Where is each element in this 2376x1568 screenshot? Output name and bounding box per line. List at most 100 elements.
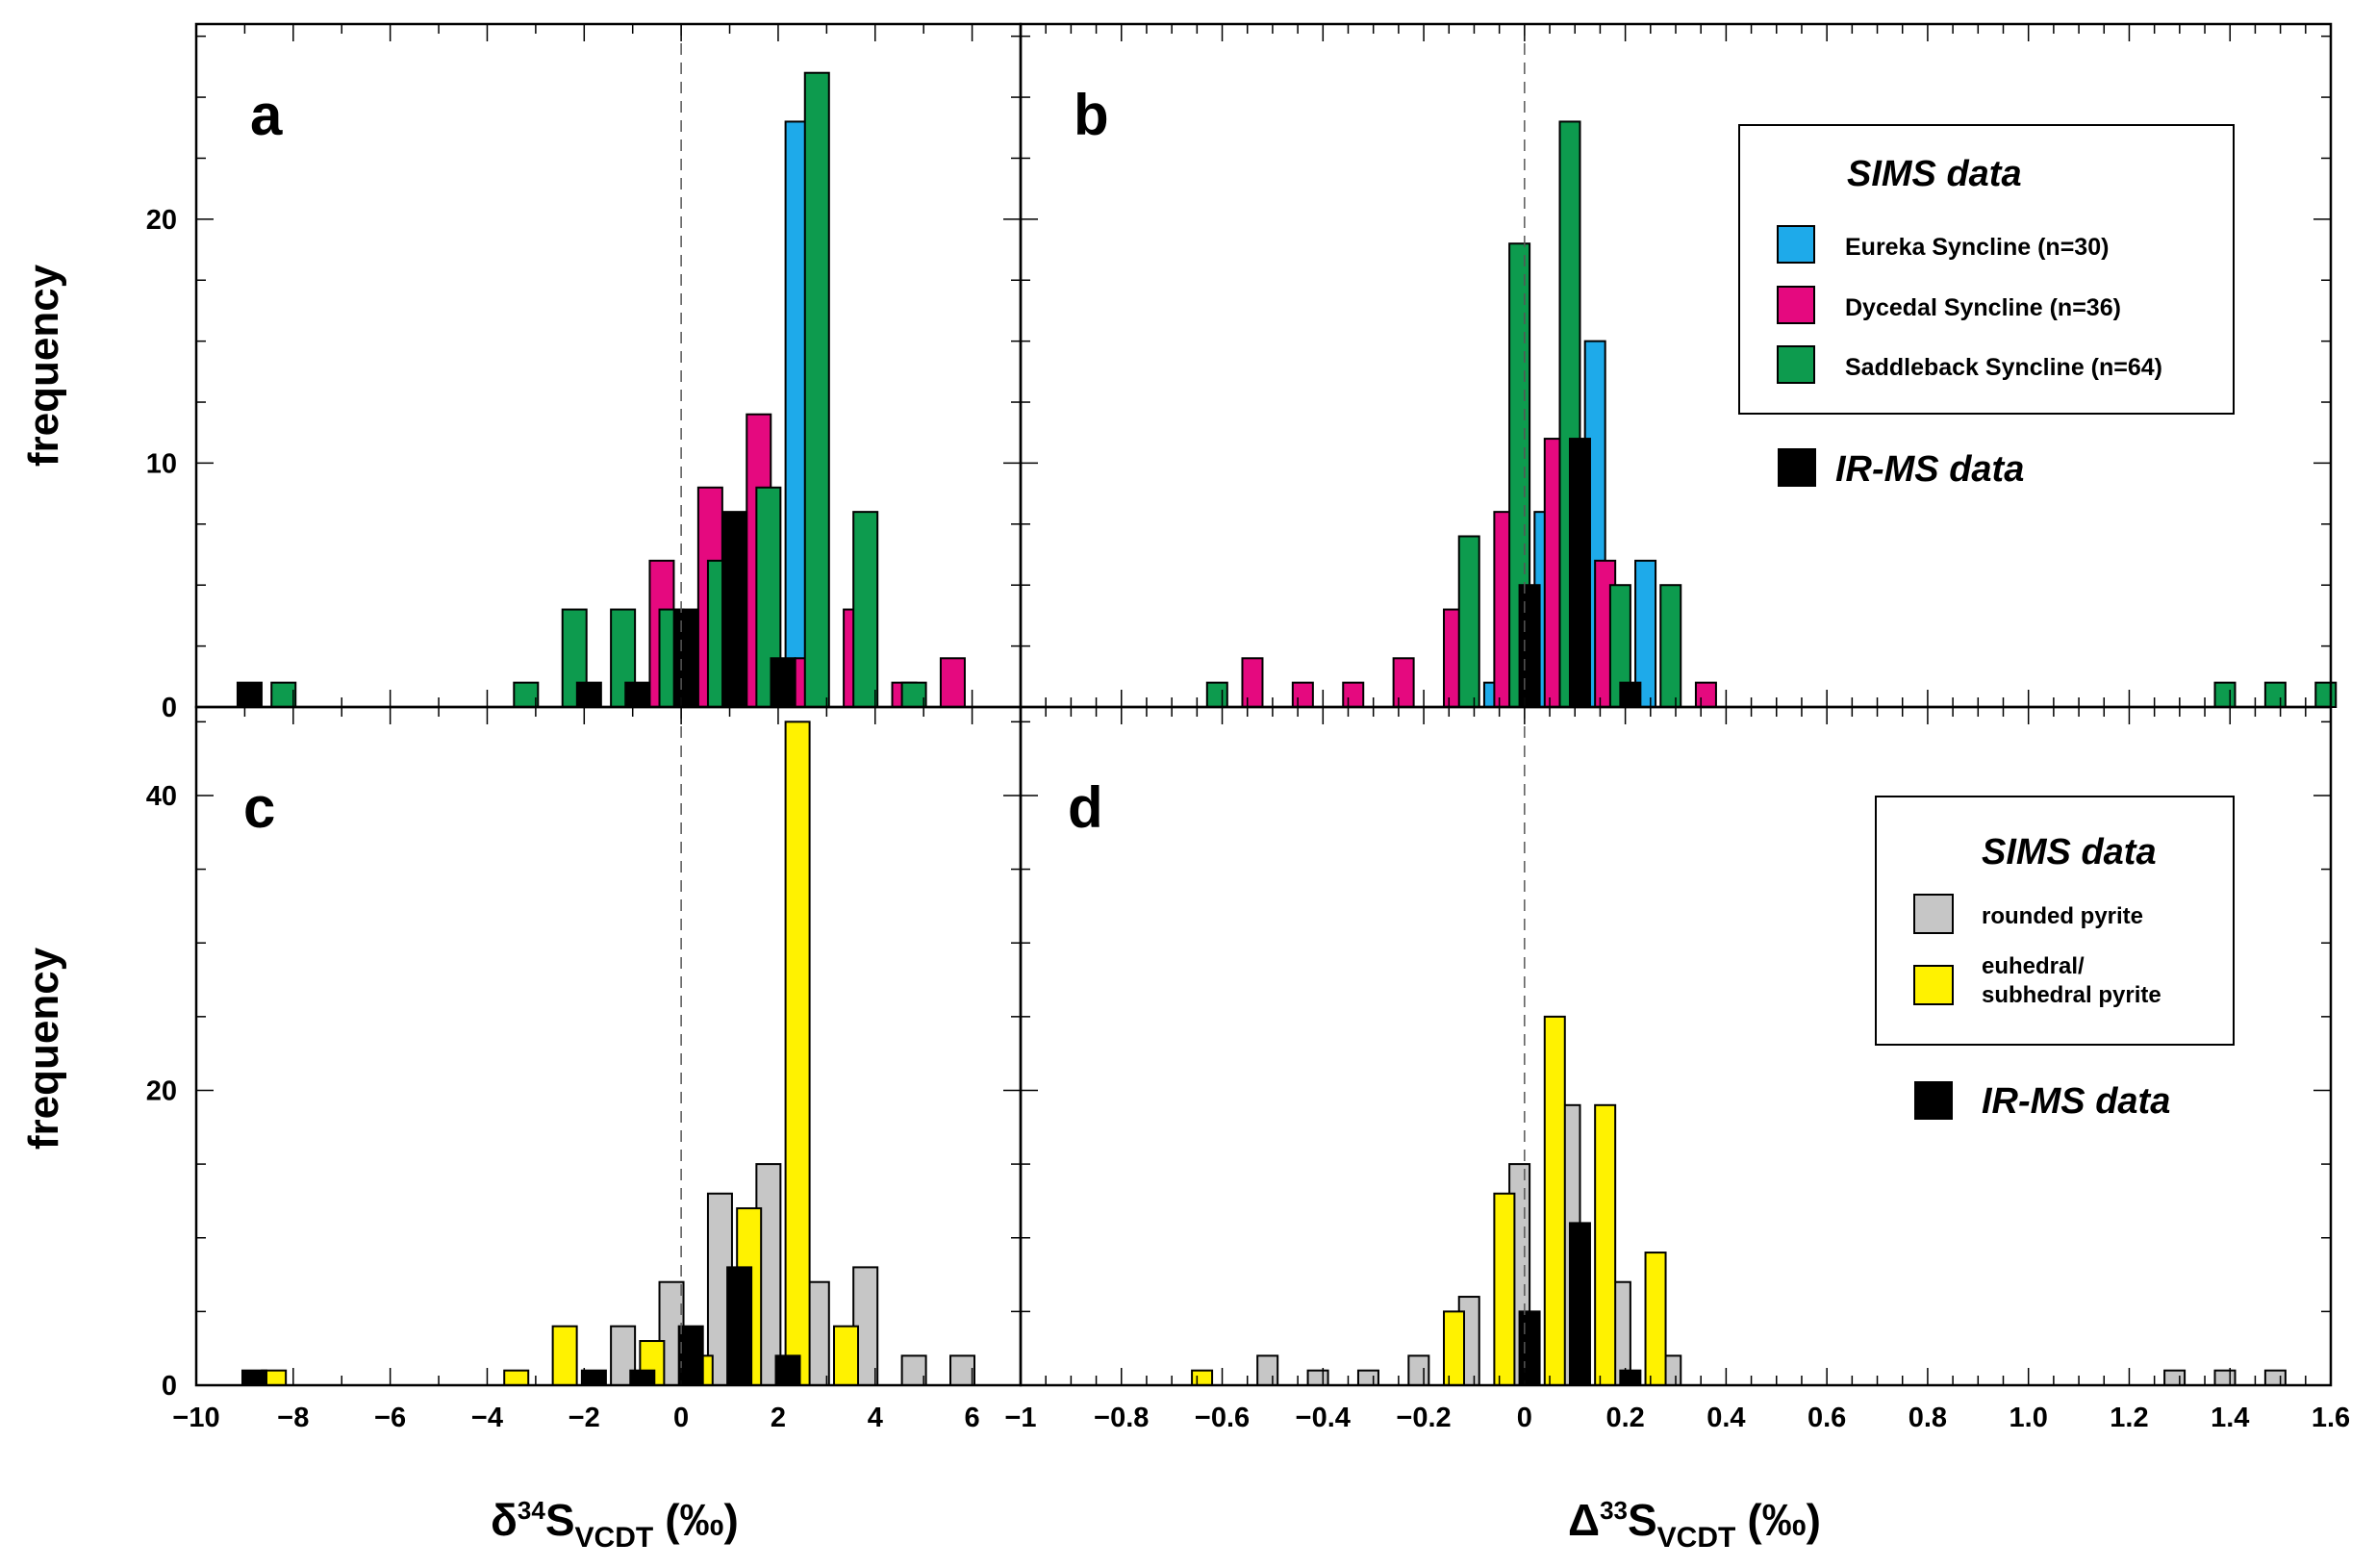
xtick-label-d: 1.2 (2110, 1403, 2148, 1433)
panel-letter-d: d (1068, 775, 1103, 840)
panel-frame-a (194, 22, 1023, 709)
bar-a-s3-4 (721, 511, 748, 709)
xtick-label-d: 0 (1517, 1403, 1532, 1433)
x-title-right-sup: 33 (1600, 1496, 1628, 1525)
panel-frame-c (194, 705, 1023, 1387)
x-title-right-main: S (1628, 1495, 1657, 1545)
xtick-label-c: −10 (172, 1403, 219, 1433)
bar-c-s2-3 (677, 1325, 704, 1387)
axes-layer (194, 22, 2333, 1387)
bar-c-s0-7 (949, 1354, 976, 1386)
xtick-label-d: −0.4 (1296, 1403, 1351, 1433)
bar-b-s1-0 (1241, 657, 1264, 708)
bar-d-s1-0 (1191, 1369, 1214, 1387)
legend-label-eureka: Eureka Syncline (n=30) (1845, 234, 2109, 261)
bar-a-s3-1 (575, 681, 602, 709)
bar-a-s2-1 (513, 681, 540, 709)
bar-b-s2-0 (1205, 681, 1228, 709)
bar-b-s3-1 (1568, 438, 1591, 708)
xtick-label-d: −0.8 (1094, 1403, 1149, 1433)
y-axis-title-top: frequency (20, 264, 67, 467)
x-title-left-main: S (545, 1495, 575, 1545)
legend-swatch-saddleback (1777, 345, 1815, 384)
x-title-right-unit: (‰) (1747, 1495, 1821, 1545)
bar-d-s2-0 (1518, 1310, 1541, 1386)
x-axis-title-left: δ34SVCDT (‰) (491, 1495, 739, 1554)
legend-bottom: SIMS data rounded pyrite euhedral/ subhe… (1875, 796, 2235, 1122)
x-title-left-unit: (‰) (665, 1495, 739, 1545)
bar-a-s2-8 (852, 511, 879, 709)
bar-b-s1-1 (1291, 681, 1314, 709)
bar-c-s1-6 (784, 721, 811, 1386)
ytick-label-c: 40 (146, 781, 177, 812)
xtick-label-d: 0.6 (1807, 1403, 1846, 1433)
bar-d-s1-3 (1543, 1015, 1566, 1386)
bar-c-s1-7 (833, 1325, 860, 1387)
legend-label-euhedral-line2: subhedral pyrite (1982, 982, 2161, 1008)
legend-swatch-dycedal (1777, 286, 1815, 324)
xtick-label-c: 0 (673, 1403, 689, 1433)
legend-label-rounded: rounded pyrite (1982, 903, 2143, 929)
legend-top-frame (1738, 124, 2235, 415)
bar-b-s3-2 (1619, 681, 1642, 709)
bar-d-s1-1 (1443, 1310, 1466, 1386)
x-title-left-symbol: δ (491, 1495, 518, 1545)
legend-label-irms-top: IR-MS data (1835, 449, 2024, 490)
legend-top: SIMS data Eureka Syncline (n=30) Dycedal… (1738, 124, 2235, 490)
panel-frame-d (1019, 705, 2333, 1387)
bar-c-s2-2 (629, 1369, 656, 1387)
bar-b-s2-5 (1659, 584, 1682, 709)
x-title-left-sup: 34 (518, 1496, 545, 1525)
bar-b-s2-8 (2314, 681, 2338, 709)
xtick-label-d: 1.6 (2312, 1403, 2350, 1433)
bar-d-s0-9 (2163, 1369, 2186, 1387)
bar-d-s1-4 (1594, 1103, 1617, 1386)
ytick-label-c: 20 (146, 1075, 177, 1106)
bar-d-s2-2 (1619, 1369, 1642, 1387)
bar-d-s2-1 (1568, 1222, 1591, 1387)
bar-b-s1-8 (1694, 681, 1717, 709)
bar-d-s0-10 (2213, 1369, 2237, 1387)
xtick-label-d: 0.2 (1605, 1403, 1644, 1433)
bar-d-s0-11 (2263, 1369, 2287, 1387)
x-title-right-symbol: Δ (1568, 1495, 1600, 1545)
legend-label-irms-bottom: IR-MS data (1982, 1081, 2170, 1122)
bar-d-s0-1 (1306, 1369, 1329, 1387)
legend-bottom-title: SIMS data (1982, 832, 2157, 873)
legend-swatch-eureka (1777, 225, 1815, 264)
xtick-label-d: −1 (1004, 1403, 1036, 1433)
ytick-label-a: 20 (146, 205, 177, 236)
bar-d-s0-0 (1256, 1354, 1279, 1386)
bars-layer (236, 71, 2338, 1387)
x-title-left-sub: VCDT (575, 1522, 654, 1554)
bar-b-s2-1 (1457, 535, 1480, 708)
ytick-label-c: 0 (162, 1371, 177, 1402)
xtick-label-c: −2 (569, 1403, 600, 1433)
bar-b-s2-6 (2213, 681, 2237, 709)
bar-d-s0-2 (1356, 1369, 1379, 1387)
bar-a-s3-5 (770, 657, 796, 708)
x-title-right-sub: VCDT (1657, 1522, 1736, 1554)
xtick-label-d: 0.8 (1908, 1403, 1947, 1433)
panel-letter-a: a (250, 83, 283, 147)
legend-swatch-irms-bottom (1914, 1081, 1953, 1120)
xtick-label-d: 0.4 (1706, 1403, 1745, 1433)
xtick-label-c: −6 (374, 1403, 406, 1433)
bar-b-s1-2 (1342, 681, 1365, 709)
bar-a-s2-9 (900, 681, 927, 709)
xtick-label-c: −8 (277, 1403, 309, 1433)
bar-d-s1-2 (1493, 1192, 1516, 1386)
bar-d-s1-5 (1644, 1252, 1667, 1386)
xtick-label-d: −0.6 (1195, 1403, 1250, 1433)
x-axis-title-right: Δ33SVCDT (‰) (1568, 1495, 1821, 1554)
y-axis-title-bottom: frequency (20, 947, 67, 1150)
bar-a-s2-7 (803, 71, 830, 708)
xtick-label-c: 2 (771, 1403, 786, 1433)
legend-label-saddleback: Saddleback Syncline (n=64) (1845, 354, 2162, 381)
bar-b-s2-7 (2263, 681, 2287, 709)
xtick-label-d: 1.4 (2211, 1403, 2249, 1433)
bar-a-s3-0 (236, 681, 263, 709)
bar-c-s2-0 (240, 1369, 267, 1387)
bar-c-s2-5 (774, 1354, 801, 1386)
